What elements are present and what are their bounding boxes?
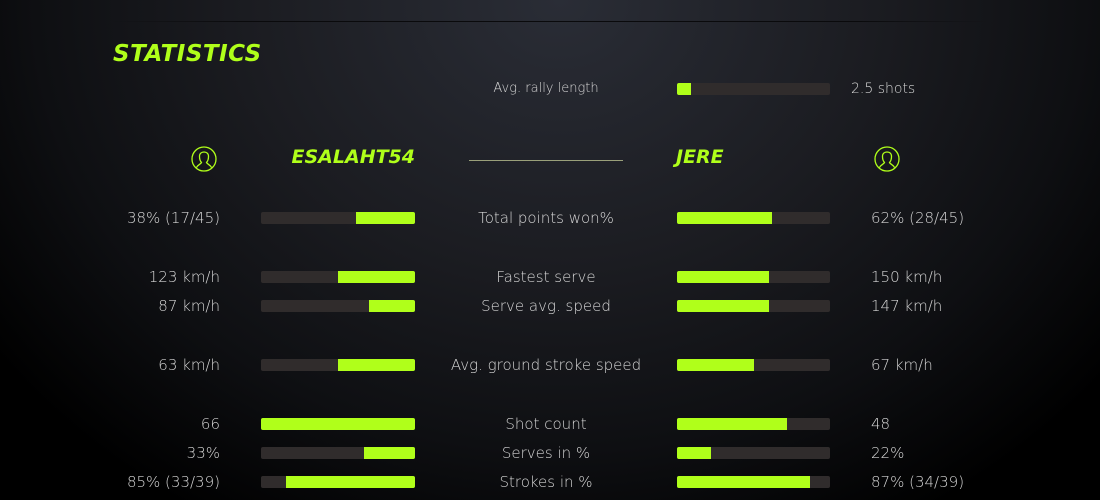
stat-label: Fastest serve: [496, 268, 596, 286]
stat-row: 63 km/h Avg. ground stroke speed 67 km/h: [0, 355, 1100, 375]
bar-fill: [368, 300, 415, 312]
rally-value: 2.5 shots: [851, 81, 916, 97]
right-bar: [677, 476, 830, 488]
right-bar: [677, 447, 830, 459]
stat-label: Avg. ground stroke speed: [450, 356, 642, 374]
bar-fill: [285, 476, 415, 488]
bar-fill: [677, 300, 769, 312]
right-value: 87% (34/39): [871, 473, 965, 491]
right-value: 62% (28/45): [871, 209, 965, 227]
user-avatar-icon: [191, 146, 217, 172]
bar-fill: [677, 447, 711, 459]
user-avatar-icon: [874, 146, 900, 172]
bar-fill: [338, 359, 415, 371]
left-value: 66: [200, 415, 220, 433]
bar-fill: [364, 447, 415, 459]
bar-fill: [677, 271, 769, 283]
stat-row-rally: Avg. rally length 2.5 shots: [0, 79, 1100, 99]
left-value: 123 km/h: [148, 268, 220, 286]
left-bar: [261, 300, 415, 312]
rally-bar: [677, 83, 830, 95]
stat-row: 123 km/h Fastest serve 150 km/h: [0, 267, 1100, 287]
left-value: 38% (17/45): [126, 209, 220, 227]
left-bar: [261, 447, 415, 459]
bar-fill: [677, 359, 754, 371]
bar-fill: [677, 212, 772, 224]
stat-row: 85% (33/39) Strokes in % 87% (34/39): [0, 472, 1100, 492]
bar-fill: [677, 83, 691, 95]
stat-row: 66 Shot count 48: [0, 414, 1100, 434]
bar-fill: [677, 476, 811, 488]
bar-fill: [261, 418, 415, 430]
stat-label: Serves in %: [501, 444, 591, 462]
stat-label: Strokes in %: [499, 473, 593, 491]
left-bar: [261, 418, 415, 430]
right-bar: [677, 271, 830, 283]
bar-fill: [338, 271, 415, 283]
bar-fill: [677, 418, 788, 430]
left-bar: [261, 476, 415, 488]
right-bar: [677, 418, 830, 430]
left-bar: [261, 212, 415, 224]
vs-divider: [469, 160, 623, 161]
player-left-name: ESALAHT54: [291, 146, 415, 168]
stat-row: 38% (17/45) Total points won% 62% (28/45…: [0, 208, 1100, 228]
stat-label: Serve avg. speed: [481, 297, 611, 315]
left-value: 87 km/h: [158, 297, 220, 315]
page-title: STATISTICS: [113, 41, 262, 67]
stat-label: Shot count: [505, 415, 587, 433]
left-value: 85% (33/39): [126, 473, 220, 491]
left-value: 33%: [186, 444, 220, 462]
right-bar: [677, 359, 830, 371]
right-value: 150 km/h: [871, 268, 943, 286]
bar-fill: [356, 212, 415, 224]
right-value: 22%: [871, 444, 905, 462]
left-bar: [261, 271, 415, 283]
left-value: 63 km/h: [158, 356, 220, 374]
stat-label: Total points won%: [478, 209, 614, 227]
left-bar: [261, 359, 415, 371]
right-value: 147 km/h: [871, 297, 943, 315]
player-right-name: JERE: [676, 146, 724, 168]
right-bar: [677, 212, 830, 224]
right-value: 67 km/h: [871, 356, 933, 374]
stat-label: Avg. rally length: [493, 81, 599, 96]
right-bar: [677, 300, 830, 312]
stat-row: 33% Serves in % 22%: [0, 443, 1100, 463]
top-divider: [110, 21, 990, 22]
right-value: 48: [871, 415, 891, 433]
stat-row: 87 km/h Serve avg. speed 147 km/h: [0, 296, 1100, 316]
